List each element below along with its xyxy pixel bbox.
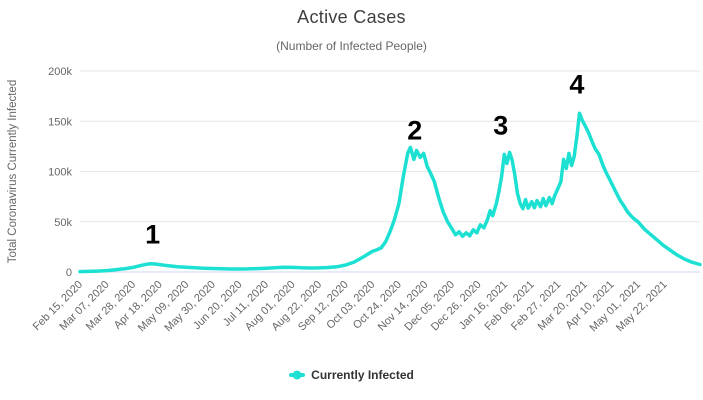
y-tick-label: 0 (66, 267, 72, 279)
y-tick-label: 150k (48, 116, 72, 128)
wave-annotation-2: 2 (407, 115, 423, 146)
line-marker-icon (289, 370, 306, 380)
legend-label: Currently Infected (311, 368, 414, 382)
y-tick-label: 100k (48, 167, 72, 179)
y-tick-label: 200k (48, 66, 72, 78)
chart-subtitle: (Number of Infected People) (276, 39, 427, 53)
legend: Currently Infected (0, 368, 703, 382)
wave-annotation-3: 3 (493, 110, 509, 141)
wave-annotation-1: 1 (145, 219, 161, 250)
y-tick-label: 50k (54, 217, 72, 229)
series-currently-infected[interactable] (78, 111, 702, 274)
chart-title: Active Cases (297, 7, 406, 27)
legend-item-currently-infected[interactable]: Currently Infected (289, 368, 414, 382)
y-axis-title: Total Coronavirus Currently Infected (7, 80, 19, 263)
wave-annotation-4: 4 (569, 69, 585, 100)
